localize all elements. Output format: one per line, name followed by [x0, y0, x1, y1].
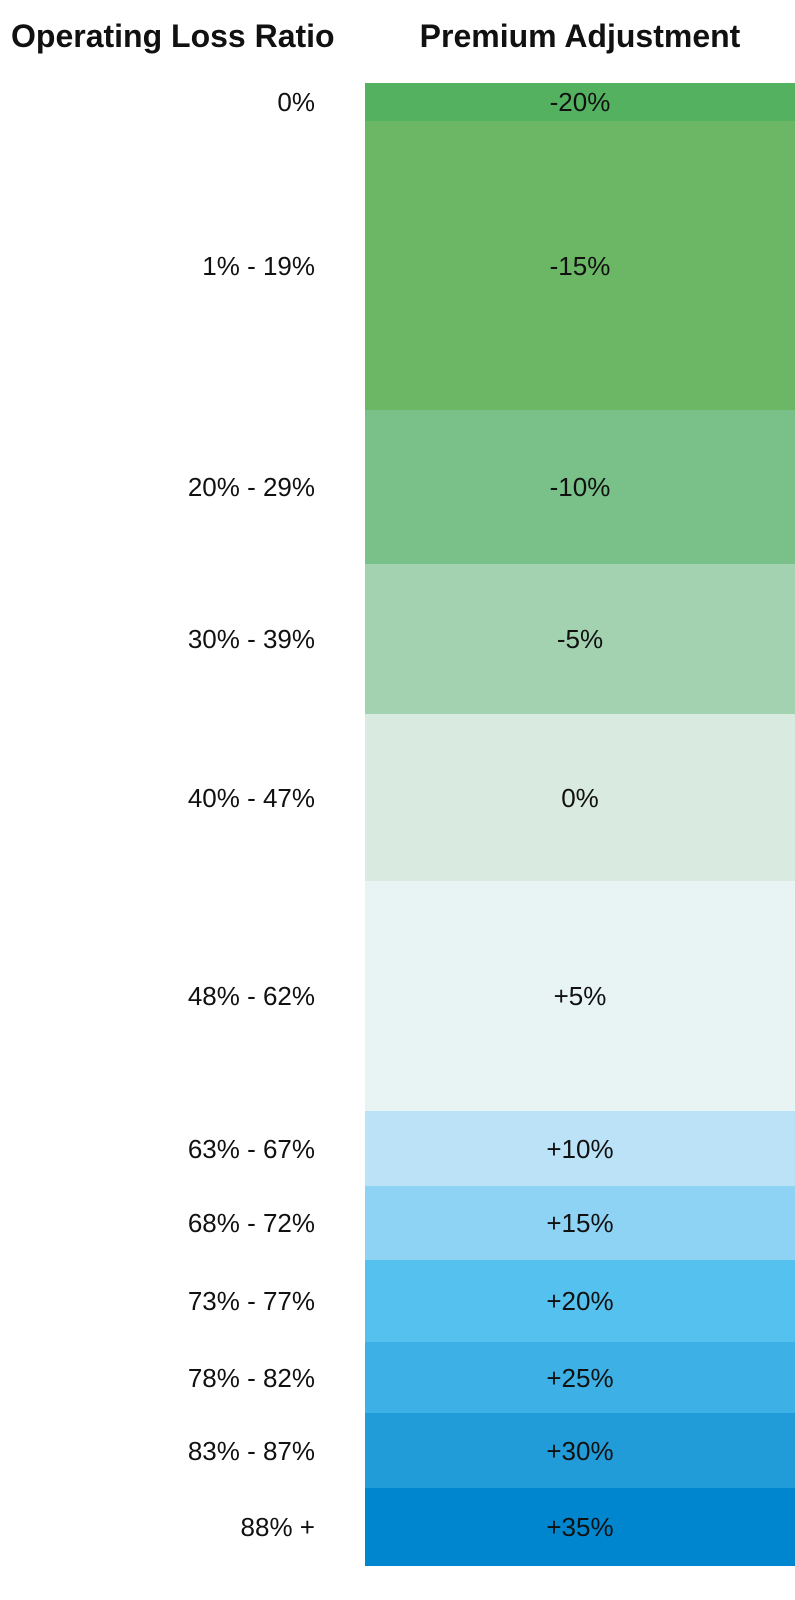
- premium-adjustment-cell: +15%: [365, 1186, 795, 1260]
- premium-adjustment-value: +15%: [546, 1208, 614, 1238]
- premium-adjustment-cell: -20%: [365, 83, 795, 121]
- premium-adjustment-cell: -5%: [365, 564, 795, 714]
- premium-adjustment-cell: +10%: [365, 1111, 795, 1186]
- table-row: 68% - 72% +15%: [0, 1186, 795, 1260]
- table-header: Operating Loss Ratio Premium Adjustment: [0, 0, 795, 83]
- table-row: 83% - 87% +30%: [0, 1413, 795, 1488]
- table-row: 63% - 67% +10%: [0, 1111, 795, 1186]
- table-row: 48% - 62% +5%: [0, 881, 795, 1111]
- loss-ratio-cell: 30% - 39%: [187, 624, 315, 654]
- loss-ratio-cell: 20% - 29%: [187, 472, 315, 502]
- premium-adjustment-value: +35%: [546, 1512, 614, 1542]
- loss-ratio-cell: 40% - 47%: [187, 782, 315, 813]
- premium-adjustment-value: +5%: [553, 981, 607, 1011]
- table-row: 73% - 77% +20%: [0, 1260, 795, 1342]
- loss-ratio-cell: 48% - 62%: [187, 981, 315, 1011]
- premium-adjustment-value: +25%: [546, 1362, 614, 1393]
- premium-adjustment-value: +30%: [546, 1435, 614, 1466]
- loss-ratio-cell: 83% - 87%: [187, 1435, 315, 1466]
- premium-adjustment-value: 0%: [561, 782, 599, 813]
- premium-adjustment-heading: Premium Adjustment: [419, 18, 741, 54]
- premium-adjustment-cell: +20%: [365, 1260, 795, 1342]
- table-row: 0% -20%: [0, 83, 795, 121]
- loss-ratio-cell: 73% - 77%: [187, 1286, 315, 1316]
- loss-ratio-cell: 88% +: [240, 1512, 315, 1542]
- premium-adjustment-cell: +25%: [365, 1342, 795, 1413]
- premium-adjustment-cell: 0%: [365, 714, 795, 881]
- table-row: 78% - 82% +25%: [0, 1342, 795, 1413]
- operating-loss-ratio-heading: Operating Loss Ratio: [11, 18, 335, 54]
- premium-adjustment-value: +10%: [546, 1133, 614, 1164]
- premium-adjustment-cell: -10%: [365, 410, 795, 564]
- premium-adjustment-cell: -15%: [365, 121, 795, 410]
- loss-ratio-cell: 63% - 67%: [187, 1133, 315, 1164]
- premium-adjustment-cell: +30%: [365, 1413, 795, 1488]
- loss-ratio-cell: 78% - 82%: [187, 1362, 315, 1393]
- loss-ratio-cell: 68% - 72%: [187, 1208, 315, 1238]
- premium-adjustment-cell: +5%: [365, 881, 795, 1111]
- premium-adjustment-value: -15%: [549, 250, 611, 281]
- table-row: 88% + +35%: [0, 1488, 795, 1566]
- loss-ratio-cell: 0%: [277, 87, 315, 117]
- premium-adjustment-value: -10%: [549, 472, 611, 502]
- premium-adjustment-table: 0% -20% 1% - 19% -15% 20% - 29% -10% 30% - 39%…: [0, 83, 795, 1566]
- premium-adjustment-value: +20%: [546, 1286, 614, 1316]
- premium-adjustment-value: -20%: [549, 87, 611, 117]
- table-row: 1% - 19% -15%: [0, 121, 795, 410]
- table-row: 30% - 39% -5%: [0, 564, 795, 714]
- loss-ratio-cell: 1% - 19%: [202, 250, 315, 281]
- table-row: 20% - 29% -10%: [0, 410, 795, 564]
- premium-adjustment-cell: +35%: [365, 1488, 795, 1566]
- premium-adjustment-value: -5%: [556, 624, 604, 654]
- table-row: 40% - 47% 0%: [0, 714, 795, 881]
